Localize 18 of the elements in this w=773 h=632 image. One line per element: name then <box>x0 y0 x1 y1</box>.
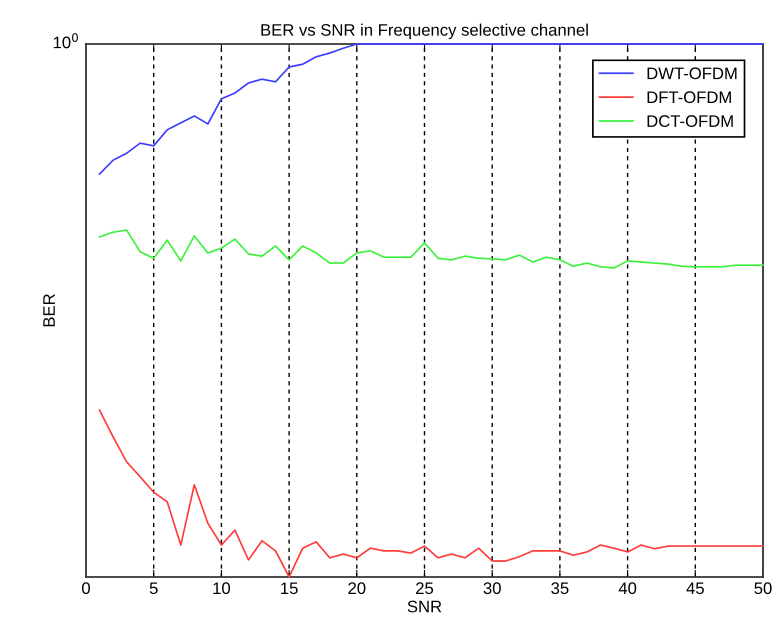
x-tick-label: 0 <box>82 582 90 594</box>
x-tick-label: 40 <box>618 582 636 594</box>
legend-label: DFT-OFDM <box>648 91 731 104</box>
x-tick-label: 25 <box>416 582 434 594</box>
chart-title: BER vs SNR in Frequency selective channel <box>261 24 588 40</box>
x-axis-title: SNR <box>408 600 442 612</box>
x-tick-label: 10 <box>213 582 230 594</box>
x-tick-label: 5 <box>150 582 158 594</box>
x-tick-label: 50 <box>754 582 772 594</box>
y-axis-title: BER <box>43 294 55 326</box>
legend-label: DWT-OFDM <box>648 67 736 80</box>
x-tick-label: 15 <box>281 582 298 594</box>
x-tick-label: 35 <box>551 582 568 594</box>
x-tick-label: 45 <box>686 582 704 594</box>
legend-label: DCT-OFDM <box>648 115 733 127</box>
x-tick-label: 30 <box>484 582 501 594</box>
x-tick-label: 20 <box>348 582 366 594</box>
text: 10$^{0}$ <box>54 33 78 48</box>
